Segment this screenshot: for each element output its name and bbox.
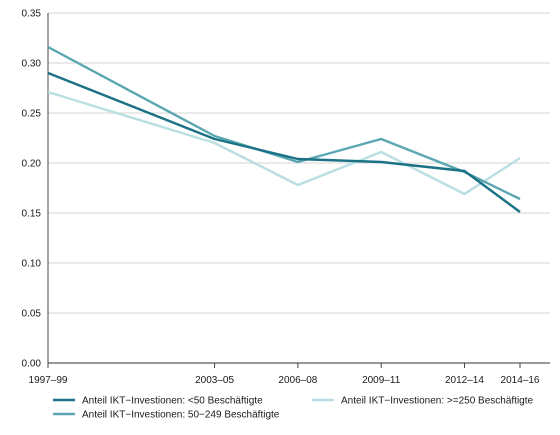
- x-tick-label: 2014–16: [501, 375, 540, 386]
- y-tick-label: 0.20: [22, 159, 42, 170]
- legend-label: Anteil IKT−Investionen: 50−249 Beschäfti…: [82, 410, 280, 421]
- legend-label: Anteil IKT−Investionen: <50 Beschäftigte: [82, 396, 263, 407]
- series-lines: [47, 45, 521, 213]
- legend-label: Anteil IKT−Investionen: >=250 Beschäftig…: [341, 396, 534, 407]
- y-tick-label: 0.00: [22, 359, 42, 370]
- x-tick-label: 2003–05: [195, 375, 234, 386]
- x-tick-label: 2006–08: [278, 375, 317, 386]
- x-tick-label: 1997–99: [29, 375, 68, 386]
- series-line-2: [47, 90, 521, 196]
- y-tick-label: 0.15: [22, 209, 42, 220]
- legend: Anteil IKT−Investionen: <50 Beschäftigte…: [53, 396, 534, 421]
- y-tick-label: 0.10: [22, 259, 42, 270]
- gridlines: [48, 12, 550, 314]
- x-tick-label: 2012–14: [445, 375, 484, 386]
- series-line-0: [47, 71, 521, 213]
- y-tick-label: 0.05: [22, 309, 42, 320]
- series-line-1: [47, 45, 521, 201]
- y-tick-label: 0.25: [22, 109, 42, 120]
- axes: 0.00 0.05 0.10 0.15 0.20 0.25 0.30 0.35 1997–99 2…: [22, 9, 550, 386]
- y-tick-label: 0.35: [22, 9, 42, 20]
- x-tick-label: 2009–11: [362, 375, 401, 386]
- y-tick-label: 0.30: [22, 59, 42, 70]
